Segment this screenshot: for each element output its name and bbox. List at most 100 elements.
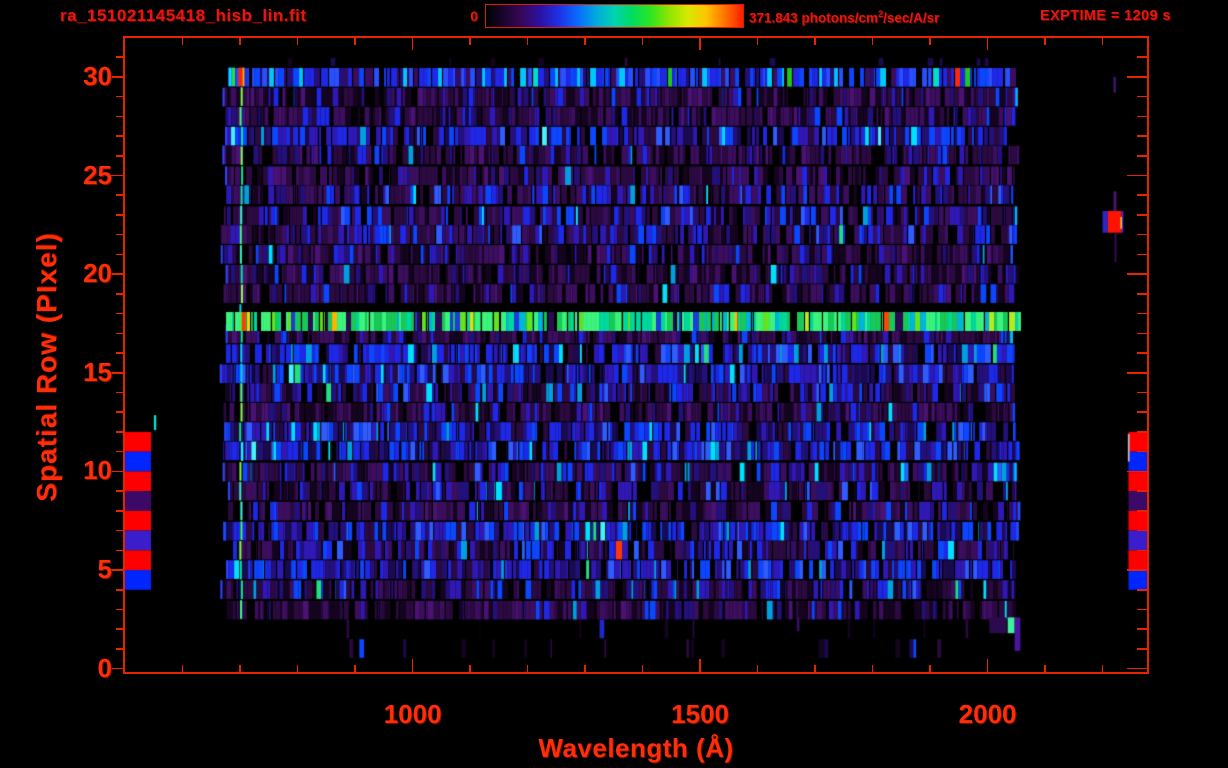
x-tick-bottom — [641, 665, 644, 672]
y-tick-left — [109, 273, 123, 275]
y-tick-left — [116, 628, 123, 630]
x-tick-top — [411, 38, 414, 50]
x-tick-bottom — [929, 665, 931, 672]
y-tick-label: 5 — [97, 554, 112, 585]
x-tick-top — [814, 38, 816, 45]
y-tick-label: 15 — [83, 356, 112, 387]
y-tick-right — [1127, 372, 1147, 374]
x-tick-bottom — [756, 665, 759, 672]
x-tick-bottom — [814, 665, 816, 672]
y-tick-right — [1137, 293, 1147, 295]
y-tick-left — [109, 372, 123, 374]
y-tick-right — [1137, 589, 1147, 591]
y-tick-right — [1127, 667, 1147, 670]
y-tick-right — [1137, 411, 1147, 413]
y-tick-right — [1137, 391, 1147, 394]
y-tick-right — [1127, 470, 1147, 473]
y-tick-right — [1127, 273, 1147, 275]
y-tick-right — [1137, 233, 1147, 236]
colorbar-min-label: 0 — [470, 8, 478, 24]
y-tick-label: 30 — [83, 60, 112, 91]
y-tick-left — [116, 194, 123, 196]
x-tick-top — [699, 38, 701, 50]
y-axis-title: Spatial Row (PIxel) — [31, 232, 62, 502]
y-tick-left — [116, 293, 123, 295]
y-tick-label: 0 — [97, 652, 112, 683]
y-tick-label: 20 — [83, 258, 112, 289]
y-tick-right — [1137, 332, 1147, 335]
y-tick-right — [1137, 155, 1147, 157]
y-tick-right — [1137, 529, 1147, 532]
y-tick-left — [116, 549, 123, 552]
y-tick-left — [116, 253, 123, 256]
y-tick-left — [109, 174, 123, 177]
y-tick-left — [116, 431, 123, 433]
y-tick-right — [1127, 76, 1147, 78]
file-title: ra_151021145418_hisb_lin.fit — [60, 6, 307, 25]
y-tick-left — [116, 115, 123, 118]
x-tick-bottom — [181, 665, 184, 672]
y-tick-right — [1137, 549, 1147, 552]
y-tick-right — [1137, 648, 1147, 650]
y-tick-left — [116, 589, 123, 591]
x-tick-bottom — [1101, 665, 1104, 672]
x-tick-label: 2000 — [958, 699, 1017, 729]
y-axis-line-left — [123, 36, 125, 674]
y-tick-left — [116, 135, 123, 137]
x-tick-bottom — [411, 659, 414, 672]
x-tick-top — [929, 38, 931, 45]
y-tick-right — [1137, 490, 1147, 492]
y-tick-right — [1137, 214, 1147, 216]
x-tick-bottom — [699, 659, 701, 672]
y-tick-right — [1137, 352, 1147, 354]
x-tick-bottom — [296, 665, 299, 672]
y-tick-left — [116, 608, 123, 611]
x-tick-top — [871, 38, 874, 45]
x-tick-bottom — [1044, 665, 1046, 672]
x-tick-top — [239, 38, 241, 45]
x-tick-top — [469, 38, 471, 45]
y-tick-left — [116, 411, 123, 413]
y-tick-label: 25 — [83, 159, 112, 190]
y-tick-right — [1137, 135, 1147, 137]
x-axis-title: Wavelength (Å) — [538, 733, 734, 763]
y-tick-right — [1137, 115, 1147, 118]
y-tick-left — [116, 233, 123, 236]
x-tick-bottom — [526, 665, 529, 672]
x-tick-top — [584, 38, 586, 45]
x-tick-top — [354, 38, 356, 45]
colorbar-max-label: 371.843 photons/cm2/sec/A/sr — [749, 9, 939, 26]
x-axis-line-bottom — [123, 672, 1149, 674]
y-tick-left — [109, 76, 123, 78]
y-tick-right — [1127, 174, 1147, 177]
colorbar — [485, 4, 744, 28]
colorbar-max-superscript: 2 — [878, 9, 884, 19]
x-tick-bottom — [986, 659, 989, 672]
x-tick-bottom — [469, 665, 471, 672]
y-tick-left — [116, 312, 123, 315]
y-tick-right — [1137, 194, 1147, 196]
x-axis-line-top — [123, 36, 1149, 38]
y-tick-left — [109, 470, 123, 473]
colorbar-max-value: 371.843 photons/cm — [749, 10, 879, 26]
y-tick-left — [116, 450, 123, 453]
y-tick-right — [1137, 510, 1147, 512]
y-tick-left — [116, 648, 123, 650]
x-tick-bottom — [871, 665, 874, 672]
x-tick-label: 1000 — [383, 699, 442, 729]
y-tick-left — [116, 490, 123, 492]
y-tick-right — [1137, 628, 1147, 630]
exptime-label: EXPTIME = 1209 s — [1040, 8, 1171, 24]
y-tick-left — [109, 569, 123, 571]
y-tick-left — [116, 332, 123, 335]
y-tick-left — [116, 529, 123, 532]
y-tick-right — [1137, 312, 1147, 315]
y-tick-left — [116, 510, 123, 512]
y-tick-right — [1137, 431, 1147, 433]
x-tick-top — [986, 38, 989, 50]
x-tick-bottom — [354, 665, 356, 672]
x-tick-top — [641, 38, 644, 45]
y-tick-label: 10 — [83, 455, 112, 486]
x-tick-bottom — [239, 665, 241, 672]
y-tick-left — [116, 352, 123, 354]
